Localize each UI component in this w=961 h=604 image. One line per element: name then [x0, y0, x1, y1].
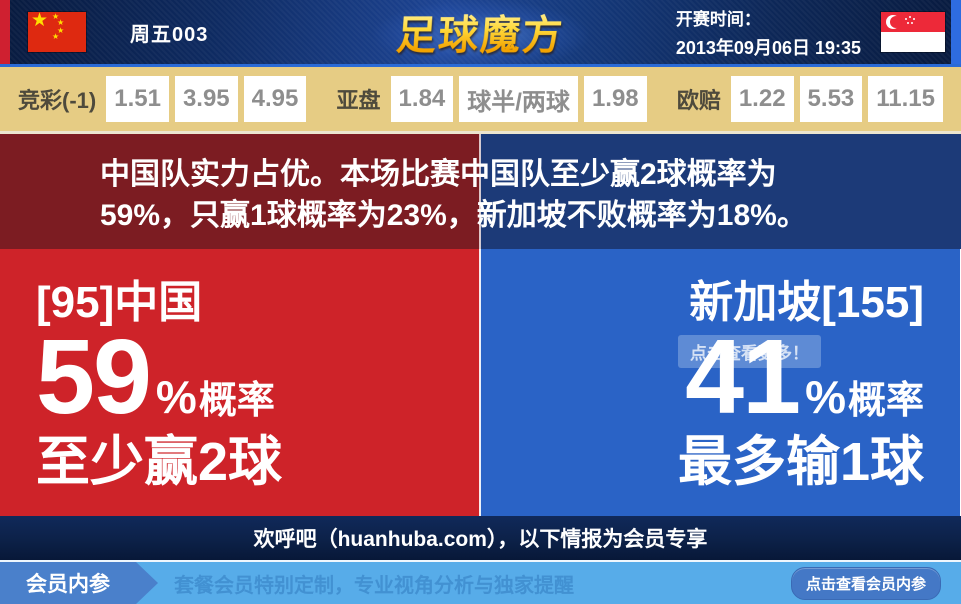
odds-group-oupei: 欧赔 1.22 5.53 11.15	[677, 76, 943, 122]
odds-label-oupei: 欧赔	[676, 88, 721, 113]
analysis-banner: 中国队实力占优。本场比赛中国队至少赢2球概率为 59%，只赢1球概率为23%，新…	[0, 134, 961, 249]
promo-bar: 欢呼吧（huanhuba.com），以下情报为会员专享	[0, 516, 961, 560]
kickoff-time-block: 开赛时间： 2013年09月06日 19:35	[676, 5, 861, 60]
odds-group-yapan: 亚盘 1.84 球半/两球 1.98	[337, 76, 647, 122]
odds-value: 1.22	[730, 76, 794, 122]
match-header: ★ ★ ★ ★ ★ 周五003 足球魔方 开赛时间： 2013年09月06日 1…	[0, 0, 961, 67]
odds-handicap: 球半/两球	[459, 76, 578, 122]
home-outcome: 至少赢2球	[36, 431, 283, 492]
promo-text: 欢呼吧（huanhuba.com），以下情报为会员专享	[253, 528, 708, 551]
match-code: 周五003	[130, 23, 209, 46]
singapore-flag-icon	[881, 12, 945, 52]
analysis-line1: 中国队实力占优。本场比赛中国队至少赢2球概率为	[100, 158, 777, 191]
flag-crescent	[890, 16, 902, 28]
odds-value: 11.15	[868, 76, 943, 122]
away-team-name: 新加坡[155]	[689, 278, 924, 327]
probability-label: 概率	[198, 380, 275, 423]
home-color-strip	[0, 0, 10, 64]
analysis-text: 中国队实力占优。本场比赛中国队至少赢2球概率为 59%，只赢1球概率为23%，新…	[0, 134, 961, 236]
odds-value: 3.95	[174, 76, 238, 122]
away-color-strip	[951, 0, 961, 64]
site-logo: 足球魔方	[373, 0, 588, 64]
odds-value: 1.84	[390, 76, 454, 122]
see-more-watermark[interactable]: 点击查看更多！	[678, 335, 821, 368]
flag-star: ★	[31, 12, 49, 31]
odds-value: 4.95	[243, 76, 307, 122]
footer-subtitle: 套餐会员特别定制，专业视角分析与独家提醒	[174, 574, 574, 597]
odds-label-yapan: 亚盘	[336, 88, 381, 113]
flag-star: ★	[57, 18, 65, 27]
home-probability-value: 59	[36, 318, 152, 437]
kickoff-label: 开赛时间：	[675, 9, 761, 29]
flag-star: ★	[52, 12, 60, 21]
home-team-name: [95]中国	[36, 278, 203, 327]
probability-label: 概率	[847, 380, 924, 423]
probability-panels: [95]中国 59 % 概率 至少赢2球 点击查看更多！ 新加坡[155] 41…	[0, 249, 961, 516]
flag-stars	[905, 18, 907, 20]
china-flag-icon: ★ ★ ★ ★ ★	[28, 12, 86, 52]
flag-star: ★	[52, 32, 60, 41]
home-team-panel: [95]中国 59 % 概率 至少赢2球	[0, 249, 480, 516]
flag-star: ★	[57, 26, 65, 35]
view-member-info-button[interactable]: 点击查看会员内参	[790, 566, 941, 600]
analysis-line2: 59%，只赢1球概率为23%，新加坡不败概率为18%。	[100, 199, 807, 232]
away-outcome: 最多输1球	[677, 431, 924, 492]
odds-value: 1.51	[106, 76, 169, 122]
percent-sign: %	[155, 371, 197, 424]
site-logo-text: 足球魔方	[394, 3, 566, 61]
kickoff-time: 2013年09月06日 19:35	[675, 37, 861, 58]
away-probability-row: 41 % 概率	[685, 323, 924, 431]
percent-sign: %	[805, 371, 846, 424]
odds-label-jingcai: 竞彩(-1)	[18, 88, 97, 113]
away-team-panel: 点击查看更多！ 新加坡[155] 41 % 概率 最多输1球	[480, 249, 960, 516]
home-probability-row: 59 % 概率	[36, 323, 480, 431]
odds-group-jingcai: 竞彩(-1) 1.51 3.95 4.95	[18, 76, 307, 122]
odds-value: 5.53	[799, 76, 863, 122]
odds-value: 1.98	[583, 76, 647, 122]
odds-bar: 竞彩(-1) 1.51 3.95 4.95 亚盘 1.84 球半/两球 1.98…	[0, 67, 961, 134]
member-tab[interactable]: 会员内参	[0, 562, 158, 604]
member-footer: 会员内参 套餐会员特别定制，专业视角分析与独家提醒 点击查看会员内参	[0, 560, 961, 604]
away-probability-value: 41	[685, 318, 801, 437]
